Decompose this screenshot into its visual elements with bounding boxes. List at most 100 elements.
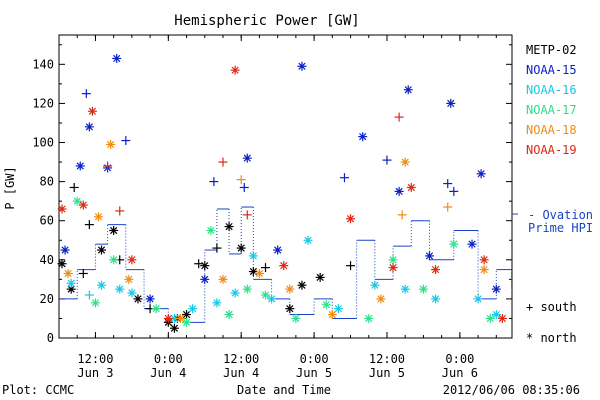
data-point [188, 304, 198, 314]
data-point [66, 284, 76, 294]
data-point [321, 300, 331, 310]
point-stroke [286, 285, 294, 293]
data-point [103, 161, 113, 171]
data-point [446, 98, 456, 108]
point-stroke [431, 295, 440, 303]
x-axis-label: Date and Time [237, 383, 331, 397]
data-point [261, 290, 271, 300]
y-axis: 0 20 40 60 80 100 120 140 [32, 44, 512, 345]
point-stroke [76, 162, 84, 170]
data-point [66, 278, 76, 288]
data-point [394, 112, 404, 122]
point-stroke [182, 310, 191, 319]
data-point [388, 255, 398, 265]
data-point [151, 304, 161, 314]
point-stroke [255, 269, 264, 278]
x-tick-label-time: 12:00 [223, 352, 259, 366]
data-point [124, 274, 134, 284]
point-stroke [328, 310, 336, 319]
point-stroke [110, 226, 118, 235]
point-stroke [237, 244, 245, 252]
point-stroke [73, 197, 81, 205]
data-point [333, 304, 343, 314]
data-point [115, 206, 125, 216]
point-stroke [170, 324, 179, 332]
data-point [200, 274, 210, 284]
point-stroke [152, 305, 160, 313]
data-point [84, 122, 94, 132]
x-tick-label-time: 0:00 [300, 352, 329, 366]
point-stroke [377, 295, 385, 303]
data-point [449, 186, 459, 196]
point-stroke [447, 99, 455, 108]
data-point [279, 261, 289, 271]
y-tick-label: 120 [32, 96, 54, 110]
y-axis-label: P [GW] [3, 166, 17, 209]
y-tick-label: 40 [40, 253, 54, 267]
point-stroke [85, 123, 93, 131]
data-point [81, 89, 91, 99]
data-point [491, 284, 501, 294]
data-point [63, 268, 73, 278]
point-stroke [79, 201, 87, 209]
point-stroke [401, 158, 409, 166]
point-stroke [125, 275, 133, 283]
point-stroke [419, 285, 428, 293]
point-stroke [67, 285, 75, 293]
footer-plot-credit: Plot: CCMC [2, 383, 74, 397]
point-stroke [97, 246, 106, 254]
point-stroke [486, 314, 494, 323]
data-point [230, 65, 240, 75]
data-point [209, 177, 219, 187]
x-tick-label-time: 12:00 [369, 352, 405, 366]
point-stroke [365, 314, 373, 323]
data-point [60, 245, 70, 255]
point-stroke [322, 301, 330, 309]
data-point [175, 313, 185, 323]
point-stroke [107, 140, 115, 149]
data-point [406, 182, 416, 192]
data-point [297, 280, 307, 290]
data-point [224, 310, 234, 320]
data-point [315, 272, 325, 282]
point-stroke [225, 222, 233, 231]
legend-entry: NOAA-16 [526, 83, 577, 97]
data-point [127, 255, 137, 265]
point-stroke [371, 281, 379, 289]
data-point [364, 313, 374, 323]
x-tick-label-time: 0:00 [445, 352, 474, 366]
point-stroke [188, 305, 197, 313]
data-point [57, 204, 67, 214]
data-point [479, 255, 489, 265]
data-point [388, 263, 398, 273]
data-point [303, 235, 313, 245]
y-tick-label: 100 [32, 136, 54, 150]
point-stroke [88, 107, 97, 115]
legend-entry: NOAA-19 [526, 143, 577, 157]
point-stroke [213, 299, 221, 307]
point-stroke [334, 305, 343, 313]
x-tick-label-date: Jun 6 [442, 366, 478, 380]
data-point [78, 200, 88, 210]
data-point [346, 261, 356, 271]
data-point [93, 212, 103, 222]
footer-timestamp: 2012/06/06 08:35:06 [443, 383, 580, 397]
data-point [72, 196, 82, 206]
point-stroke [474, 295, 482, 303]
data-point [194, 259, 204, 269]
point-stroke [58, 260, 66, 268]
point-stroke [492, 285, 500, 293]
x-tick-label-date: Jun 4 [223, 366, 259, 380]
data-point [339, 173, 349, 183]
legend-ovation-label: Prime HPI [528, 221, 593, 235]
data-point [497, 313, 507, 323]
data-point [346, 214, 356, 224]
data-point [169, 323, 179, 333]
data-point [133, 294, 143, 304]
data-point [78, 268, 88, 278]
data-point [291, 313, 301, 323]
data-point [443, 202, 453, 212]
data-point [479, 265, 489, 275]
data-point [449, 239, 459, 249]
